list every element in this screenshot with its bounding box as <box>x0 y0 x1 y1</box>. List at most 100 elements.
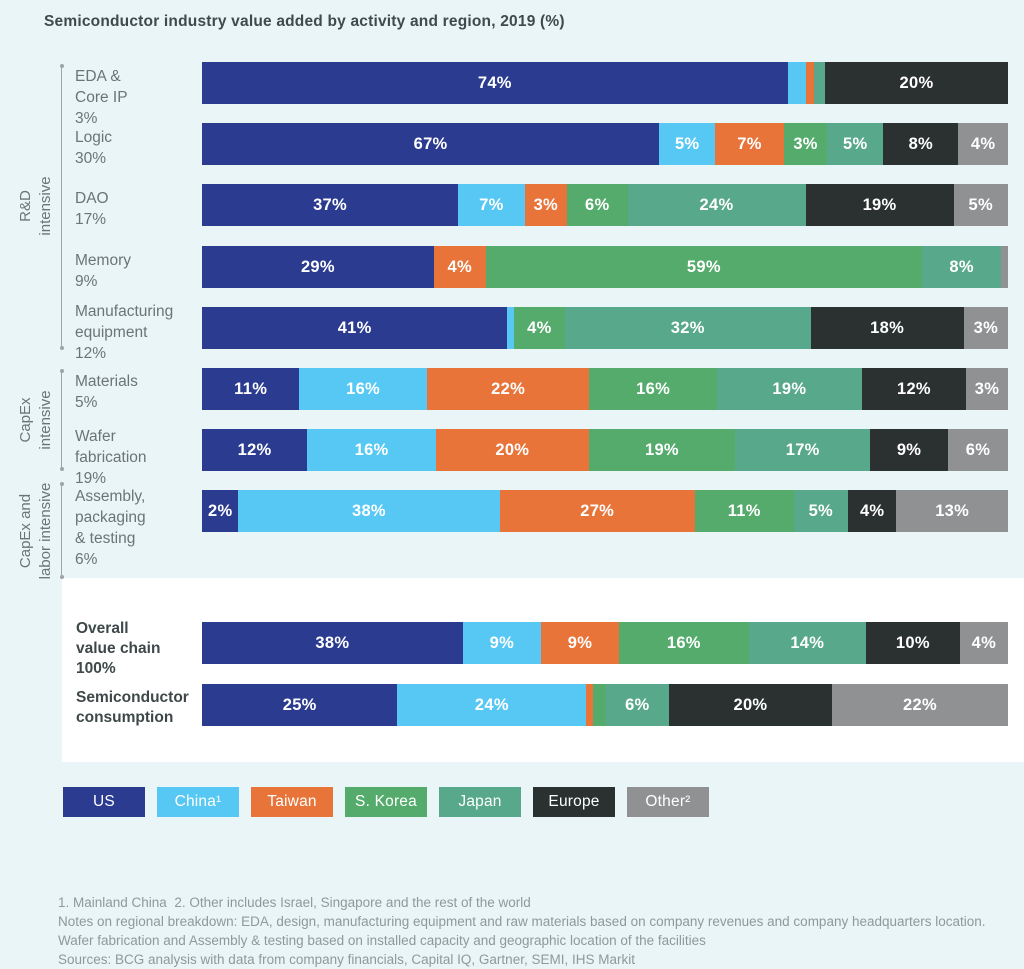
bar-row-assembly-packaging-testing: 2% 38% 27% 11% 5% 4% 13% <box>202 490 1008 532</box>
segment-value-label: 20% <box>733 695 768 714</box>
bar-segment-japan: 5% <box>793 490 848 532</box>
bar-row-semiconductor-consumption: 25% 24% 6% 20% 22% <box>202 684 1008 726</box>
segment-value-label: 4% <box>447 257 472 276</box>
bar-segment-taiwan <box>586 684 593 726</box>
segment-value-label: 10% <box>895 633 930 652</box>
segment-value-label: 9% <box>896 440 922 459</box>
segment-value-label: 3% <box>973 318 999 337</box>
segment-value-label: 11% <box>727 501 761 520</box>
segment-value-label: 19% <box>862 195 897 214</box>
bar-segment-japan: 6% <box>605 684 669 726</box>
segment-value-label: 38% <box>351 501 386 520</box>
bar-row-dao: 37% 7% 3% 6% 24% 19% 5% <box>202 184 1009 226</box>
bar-segment-japan: 19% <box>716 368 862 410</box>
bar-segment-other: 13% <box>896 490 1008 532</box>
bar-row-memory: 29% 4% 59% 8% <box>202 246 1008 288</box>
segment-value-label: 4% <box>970 134 996 153</box>
bar-segment-europe: 8% <box>883 123 959 165</box>
group-bracket-line <box>59 64 64 350</box>
segment-value-label: 67% <box>413 134 448 153</box>
bar-segment-europe: 10% <box>866 622 960 664</box>
bar-segment-taiwan <box>806 62 814 104</box>
segment-value-label: 3% <box>533 195 559 214</box>
bar-segment-japan: 17% <box>735 429 871 471</box>
segment-value-label: 37% <box>313 195 347 214</box>
bar-segment-china: 38% <box>238 490 500 532</box>
bar-segment-s-korea: 19% <box>588 429 736 471</box>
segment-value-label: 12% <box>896 379 931 398</box>
bar-row-eda-core-ip: 74% 20% <box>202 62 1008 104</box>
bar-row-materials: 11% 16% 22% 16% 19% 12% 3% <box>202 368 1008 410</box>
segment-value-label: 5% <box>968 195 993 214</box>
bar-segment-japan: 5% <box>827 123 884 165</box>
segment-value-label: 24% <box>474 695 509 714</box>
bar-segment-s-korea: 11% <box>694 490 794 532</box>
summary-panel <box>62 578 1024 762</box>
bar-segment-china: 16% <box>307 429 437 471</box>
bar-segment-us: 12% <box>202 429 308 471</box>
bar-segment-us: 29% <box>202 246 434 288</box>
bar-segment-china: 16% <box>299 368 427 410</box>
bar-segment-europe: 19% <box>805 184 954 226</box>
segment-value-label: 5% <box>808 501 834 520</box>
segment-value-label: 19% <box>772 379 807 398</box>
footnote-line: Notes on regional breakdown: EDA, design… <box>58 914 986 929</box>
segment-value-label: 6% <box>965 440 991 459</box>
segment-value-label: 4% <box>527 318 552 337</box>
segment-value-label: 7% <box>479 195 504 214</box>
segment-value-label: 6% <box>625 695 650 714</box>
segment-value-label: 8% <box>908 134 934 153</box>
segment-value-label: 5% <box>674 134 700 153</box>
bar-segment-other: 4% <box>958 123 1008 165</box>
legend-item-taiwan: Taiwan <box>251 787 333 817</box>
segment-value-label: 59% <box>686 257 721 276</box>
bar-segment-taiwan: 7% <box>715 123 784 165</box>
bar-segment-us: 2% <box>202 490 239 532</box>
bar-segment-japan: 14% <box>748 622 867 664</box>
bar-segment-taiwan: 20% <box>436 429 589 471</box>
segment-value-label: 24% <box>699 195 734 214</box>
group-bracket-line <box>59 369 64 471</box>
segment-value-label: 6% <box>585 195 610 214</box>
bar-segment-taiwan: 9% <box>540 622 620 664</box>
activity-label-materials: Materials 5% <box>75 373 138 411</box>
bar-segment-europe: 20% <box>668 684 832 726</box>
activity-label-logic: Logic 30% <box>75 129 113 167</box>
segment-value-label: 16% <box>354 440 389 459</box>
bar-segment-taiwan: 22% <box>426 368 590 410</box>
segment-value-label: 16% <box>346 379 381 398</box>
activity-label-dao: DAO 17% <box>75 190 109 228</box>
segment-value-label: 17% <box>785 440 820 459</box>
segment-value-label: 25% <box>282 695 317 714</box>
segment-value-label: 13% <box>935 501 970 520</box>
footnote-line: Sources: BCG analysis with data from com… <box>58 952 635 967</box>
bar-segment-s-korea: 16% <box>589 368 717 410</box>
segment-value-label: 3% <box>974 379 1000 398</box>
bar-segment-europe: 9% <box>870 429 948 471</box>
bar-segment-s-korea: 3% <box>783 123 828 165</box>
activity-label-memory: Memory 9% <box>75 252 131 290</box>
bar-segment-taiwan: 3% <box>524 184 568 226</box>
segment-value-label: 4% <box>971 633 997 652</box>
bar-segment-us: 37% <box>202 184 459 226</box>
bar-segment-other: 6% <box>947 429 1009 471</box>
bar-segment-s-korea: 6% <box>567 184 628 226</box>
segment-value-label: 20% <box>899 73 934 92</box>
bar-row-logic: 67% 5% 7% 3% 5% 8% 4% <box>202 123 1008 165</box>
segment-value-label: 41% <box>337 318 372 337</box>
activity-label-overall-value-chain: Overall value chain 100% <box>76 620 161 677</box>
segment-value-label: 4% <box>859 501 885 520</box>
bar-segment-other: 5% <box>953 184 1009 226</box>
bar-segment-china: 5% <box>659 123 716 165</box>
group-label-r-d-intensive: R&D intensive <box>17 176 54 236</box>
segment-value-label: 20% <box>495 440 530 459</box>
legend-item-china: China¹ <box>157 787 239 817</box>
segment-value-label: 18% <box>870 318 905 337</box>
bar-segment-japan: 32% <box>564 307 811 349</box>
bar-segment-other: 22% <box>831 684 1008 726</box>
bar-segment-s-korea <box>592 684 606 726</box>
bar-segment-europe: 20% <box>824 62 1008 104</box>
group-bracket-line <box>59 482 64 579</box>
footnote-line: 1. Mainland China 2. Other includes Isra… <box>58 895 531 910</box>
